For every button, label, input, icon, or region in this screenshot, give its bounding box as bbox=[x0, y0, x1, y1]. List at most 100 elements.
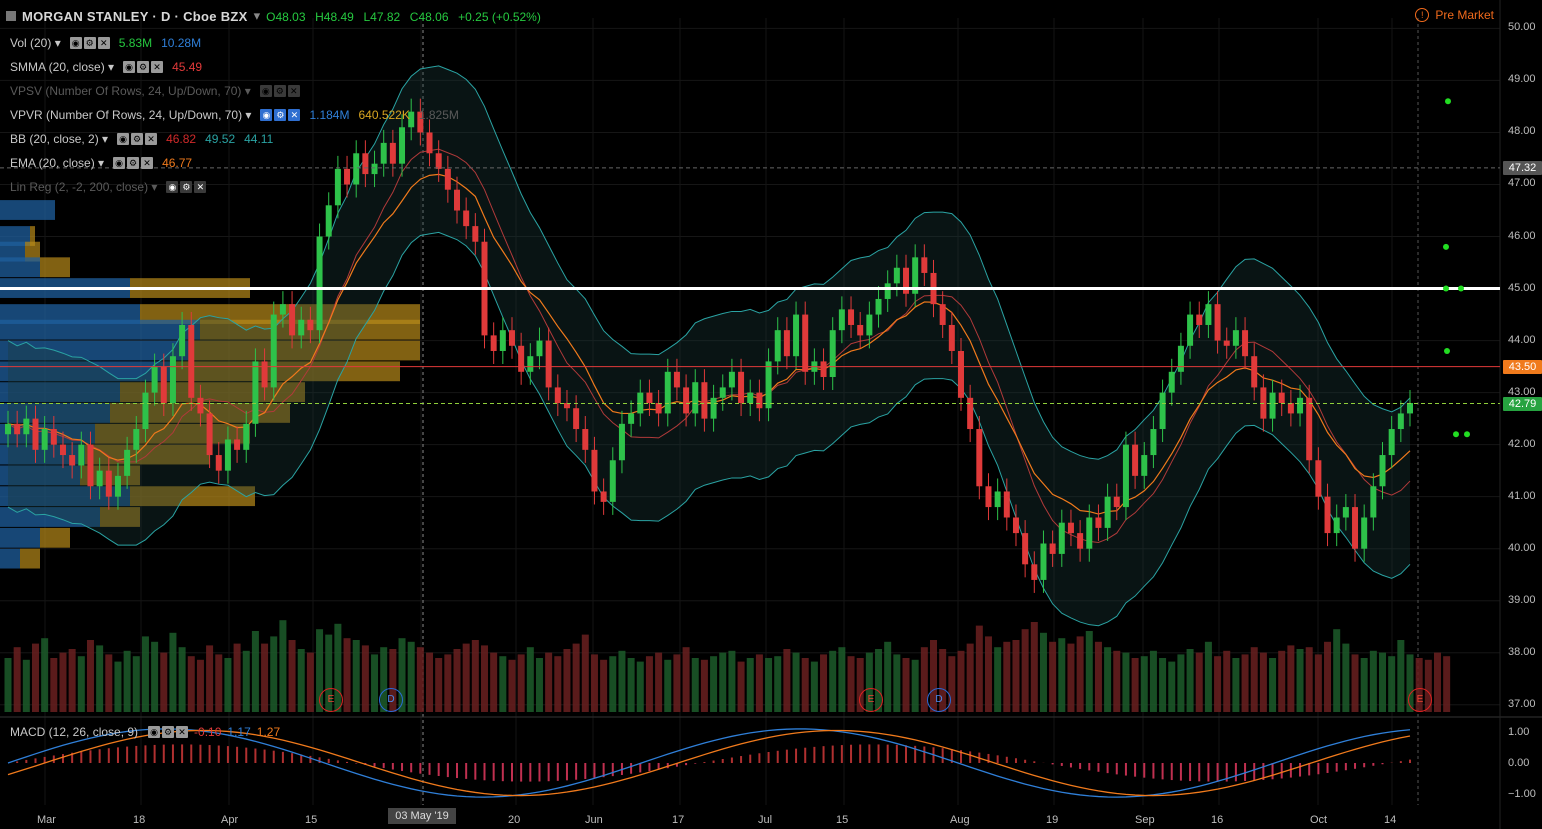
indicator-row[interactable]: Lin Reg (2, -2, 200, close) ▾ ◉ ⚙ ✕ bbox=[10, 178, 207, 196]
candle-body bbox=[142, 392, 149, 430]
indicator-row[interactable]: EMA (20, close) ▾ ◉ ⚙ ✕ 46.77 bbox=[10, 154, 192, 172]
volume-bar bbox=[902, 658, 910, 712]
close-icon[interactable]: ✕ bbox=[176, 726, 189, 738]
indicator-value: 45.49 bbox=[172, 60, 203, 74]
settings-icon[interactable]: ⚙ bbox=[180, 181, 193, 193]
candle-body bbox=[756, 392, 763, 409]
vpvr-up-bar bbox=[0, 304, 140, 324]
volume-bar bbox=[801, 658, 809, 712]
indicator-row[interactable]: VPVR (Number Of Rows, 24, Up/Down, 70) ▾… bbox=[10, 106, 459, 124]
vpvr-down-bar bbox=[190, 340, 420, 361]
visibility-icon[interactable]: ◉ bbox=[113, 157, 126, 169]
candle-body bbox=[774, 330, 781, 362]
ema-line bbox=[7, 173, 1411, 515]
volume-bar bbox=[31, 643, 39, 712]
volume-bar bbox=[581, 634, 589, 712]
visibility-icon[interactable]: ◉ bbox=[117, 133, 130, 145]
volume-bar bbox=[1433, 652, 1441, 712]
time-axis-label: 19 bbox=[1046, 814, 1059, 826]
premarket-status[interactable]: ! Pre Market bbox=[1415, 8, 1494, 22]
candle-body bbox=[939, 304, 946, 325]
candle-body bbox=[1278, 392, 1285, 404]
settings-icon[interactable]: ⚙ bbox=[83, 37, 96, 49]
settings-icon[interactable]: ⚙ bbox=[137, 61, 150, 73]
indicator-row[interactable]: BB (20, close, 2) ▾ ◉ ⚙ ✕ 46.82 49.52 44.11 bbox=[10, 130, 273, 148]
indicator-buttons: ◉ ⚙ ✕ bbox=[117, 133, 158, 145]
settings-icon[interactable]: ⚙ bbox=[273, 85, 286, 97]
symbol-header[interactable]: MORGAN STANLEY · D · Cboe BZX ▾ O48.03 H… bbox=[6, 8, 547, 24]
volume-bar bbox=[1067, 643, 1075, 712]
earnings-marker[interactable]: E bbox=[1408, 688, 1432, 712]
candle-body bbox=[426, 132, 433, 154]
indicator-value: 44.11 bbox=[244, 132, 274, 146]
volume-bar bbox=[1039, 632, 1047, 712]
close-icon[interactable]: ✕ bbox=[97, 37, 110, 49]
indicator-row[interactable]: Vol (20) ▾ ◉ ⚙ ✕ 5.83M 10.28M bbox=[10, 34, 201, 52]
volume-bar bbox=[1415, 658, 1423, 712]
candle-body bbox=[655, 403, 662, 414]
volume-bar bbox=[343, 638, 351, 712]
volume-bar bbox=[939, 649, 947, 712]
vpvr-down-bar bbox=[20, 548, 40, 569]
indicator-name: BB (20, close, 2) ▾ bbox=[10, 132, 109, 146]
visibility-icon[interactable]: ◉ bbox=[166, 181, 179, 193]
candle-body bbox=[1370, 486, 1377, 518]
volume-bar bbox=[865, 652, 873, 712]
candle-body bbox=[1104, 496, 1111, 528]
close-icon[interactable]: ✕ bbox=[287, 85, 300, 97]
volume-bar bbox=[765, 658, 773, 712]
settings-icon[interactable]: ⚙ bbox=[274, 109, 287, 121]
volume-bar bbox=[1113, 650, 1121, 712]
visibility-icon[interactable]: ◉ bbox=[260, 109, 273, 121]
indicator-value: 49.52 bbox=[205, 132, 236, 146]
dividend-marker[interactable]: D bbox=[379, 688, 403, 712]
volume-bar bbox=[572, 643, 580, 712]
settings-icon[interactable]: ⚙ bbox=[127, 157, 140, 169]
close-icon[interactable]: ✕ bbox=[288, 109, 301, 121]
volume-bar bbox=[105, 654, 113, 712]
volume-bar bbox=[755, 654, 763, 712]
volume-bar bbox=[1204, 641, 1212, 712]
visibility-icon[interactable]: ◉ bbox=[69, 37, 82, 49]
volume-bar bbox=[1030, 622, 1038, 712]
candle-body bbox=[1269, 392, 1276, 419]
visibility-icon[interactable]: ◉ bbox=[259, 85, 272, 97]
indicator-row[interactable]: VPSV (Number Of Rows, 24, Up/Down, 70) ▾… bbox=[10, 82, 300, 100]
indicator-row[interactable]: SMMA (20, close) ▾ ◉ ⚙ ✕ 45.49 bbox=[10, 58, 202, 76]
volume-bar bbox=[1177, 654, 1185, 712]
candle-body bbox=[985, 486, 992, 508]
symbol-title[interactable]: MORGAN STANLEY · D · Cboe BZX bbox=[22, 8, 248, 24]
visibility-icon[interactable]: ◉ bbox=[148, 726, 161, 738]
vpvr-up-bar bbox=[0, 486, 130, 507]
settings-icon[interactable]: ⚙ bbox=[162, 726, 175, 738]
macd-legend[interactable]: MACD (12, 26, close, 9) ◉ ⚙ ✕ -0.10 1.17… bbox=[10, 725, 280, 739]
candle-body bbox=[1214, 304, 1221, 341]
candle-body bbox=[701, 382, 708, 419]
candle-body bbox=[215, 455, 222, 471]
chevron-down-icon[interactable]: ▾ bbox=[253, 8, 261, 23]
volume-bar bbox=[1122, 652, 1130, 712]
earnings-marker[interactable]: E bbox=[319, 688, 343, 712]
close-icon[interactable]: ✕ bbox=[141, 157, 154, 169]
close-icon[interactable]: ✕ bbox=[194, 181, 207, 193]
volume-bar bbox=[151, 641, 159, 712]
visibility-icon[interactable]: ◉ bbox=[123, 61, 136, 73]
dividend-marker[interactable]: D bbox=[927, 688, 951, 712]
close-icon[interactable]: ✕ bbox=[151, 61, 164, 73]
close-icon[interactable]: ✕ bbox=[145, 133, 158, 145]
candle-body bbox=[289, 304, 296, 336]
volume-bar bbox=[930, 640, 938, 712]
volume-bar bbox=[526, 647, 534, 712]
indicator-buttons: ◉ ⚙ ✕ bbox=[260, 109, 301, 121]
settings-icon[interactable]: ⚙ bbox=[131, 133, 144, 145]
volume-bar bbox=[1305, 647, 1313, 712]
candle-body bbox=[1407, 403, 1413, 414]
volume-bar bbox=[920, 647, 928, 712]
candle-body bbox=[96, 470, 103, 487]
volume-bar bbox=[114, 661, 122, 712]
candle-body bbox=[747, 392, 754, 404]
volume-bar bbox=[984, 636, 992, 712]
time-axis-label: 14 bbox=[1384, 814, 1397, 826]
earnings-marker[interactable]: E bbox=[859, 688, 883, 712]
